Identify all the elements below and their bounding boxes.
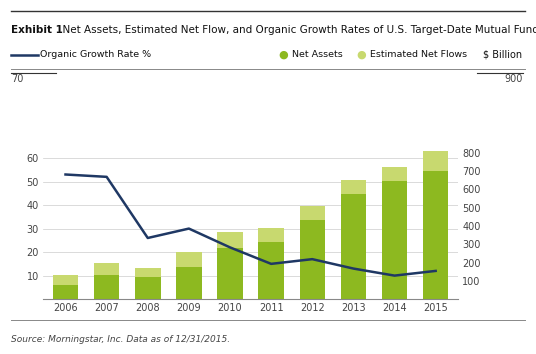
Bar xyxy=(423,151,449,171)
Bar xyxy=(382,181,407,299)
Bar xyxy=(94,275,120,299)
Bar xyxy=(300,221,325,299)
Text: Estimated Net Flows: Estimated Net Flows xyxy=(370,50,467,59)
Text: 900: 900 xyxy=(504,74,523,84)
Bar xyxy=(382,167,407,181)
Text: ●: ● xyxy=(279,50,288,60)
Bar xyxy=(135,268,160,277)
Bar xyxy=(135,277,160,299)
Bar xyxy=(341,180,366,194)
Bar xyxy=(53,275,78,285)
Bar xyxy=(176,252,202,267)
Text: Source: Morningstar, Inc. Data as of 12/31/2015.: Source: Morningstar, Inc. Data as of 12/… xyxy=(11,335,230,344)
Text: Exhibit 1: Exhibit 1 xyxy=(11,25,63,35)
Text: 70: 70 xyxy=(11,74,23,84)
Bar xyxy=(423,171,449,299)
Bar xyxy=(176,267,202,299)
Text: Net Assets: Net Assets xyxy=(292,50,343,59)
Bar xyxy=(300,206,325,221)
Bar xyxy=(94,263,120,275)
Text: $ Billion: $ Billion xyxy=(483,50,523,60)
Bar xyxy=(217,248,243,299)
Bar xyxy=(341,194,366,299)
Bar xyxy=(53,285,78,299)
Bar xyxy=(217,232,243,248)
Text: Net Assets, Estimated Net Flow, and Organic Growth Rates of U.S. Target-Date Mut: Net Assets, Estimated Net Flow, and Orga… xyxy=(56,25,536,35)
Bar xyxy=(258,241,284,299)
Bar xyxy=(258,228,284,241)
Text: ●: ● xyxy=(356,50,366,60)
Text: Organic Growth Rate %: Organic Growth Rate % xyxy=(40,50,151,59)
